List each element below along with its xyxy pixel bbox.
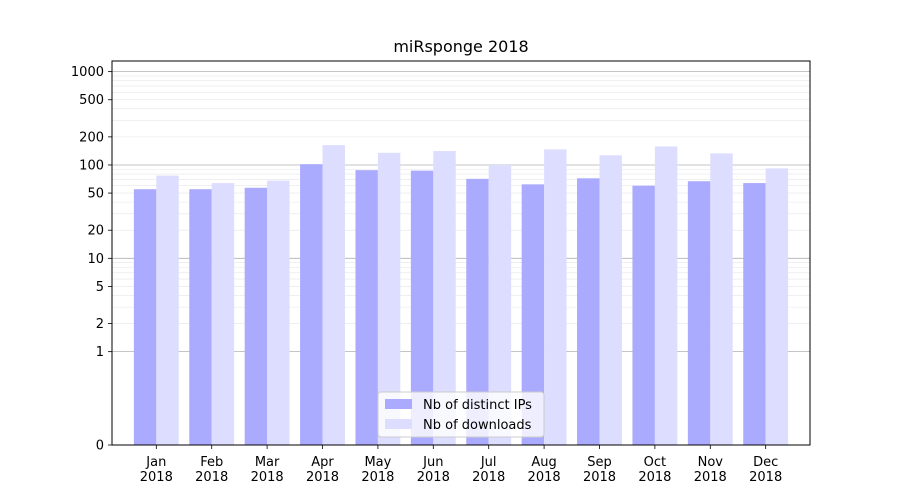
bar-downloads bbox=[156, 175, 179, 445]
bar-downloads bbox=[267, 180, 290, 445]
legend-swatch bbox=[385, 419, 412, 429]
x-tick-label: Jul 2018 bbox=[472, 455, 505, 485]
x-tick-label-line: Jan bbox=[145, 455, 166, 470]
bar-downloads bbox=[765, 168, 789, 445]
x-tick-label-line: 2018 bbox=[251, 470, 284, 485]
bar-distinct-ips bbox=[244, 187, 268, 445]
x-tick-label: Nov 2018 bbox=[694, 455, 727, 485]
x-tick-label: Dec 2018 bbox=[749, 455, 782, 485]
x-tick-label-line: May bbox=[364, 455, 391, 470]
y-tick-label: 500 bbox=[79, 93, 104, 108]
x-tick-label-line: 2018 bbox=[306, 470, 339, 485]
bar-downloads bbox=[710, 153, 733, 445]
bar-downloads bbox=[377, 152, 401, 445]
bar-downloads bbox=[488, 164, 512, 446]
x-tick-label-line: 2018 bbox=[417, 470, 450, 485]
y-tick-label: 50 bbox=[87, 187, 104, 202]
y-tick-label: 100 bbox=[79, 158, 104, 173]
x-tick-label: Apr 2018 bbox=[306, 455, 339, 485]
bar-downloads bbox=[654, 146, 678, 445]
bar-downloads bbox=[433, 151, 456, 446]
y-tick-label: 2 bbox=[96, 317, 104, 332]
bar-distinct-ips bbox=[300, 164, 323, 445]
bar-distinct-ips bbox=[521, 184, 545, 445]
y-tick-label: 1000 bbox=[71, 65, 104, 80]
x-tick-label-line: 2018 bbox=[583, 470, 616, 485]
bar-downloads bbox=[544, 149, 567, 445]
legend-box bbox=[377, 391, 545, 438]
x-tick-label-line: 2018 bbox=[140, 470, 173, 485]
x-tick-label-line: 2018 bbox=[528, 470, 561, 485]
bar-distinct-ips bbox=[466, 178, 489, 445]
x-tick-label: Oct 2018 bbox=[638, 455, 671, 485]
y-tick-label: 0 bbox=[96, 439, 104, 454]
y-tick-label: 20 bbox=[87, 224, 104, 239]
bar-distinct-ips bbox=[743, 183, 766, 446]
y-tick-label: 200 bbox=[79, 130, 104, 145]
x-tick-label-line: 2018 bbox=[694, 470, 727, 485]
legend: Nb of distinct IPs Nb of downloads bbox=[377, 391, 545, 438]
y-tick-label: 1 bbox=[96, 345, 104, 360]
x-tick-label: Jun 2018 bbox=[417, 455, 450, 485]
legend-swatch bbox=[385, 399, 412, 409]
x-tick-label-line: 2018 bbox=[361, 470, 394, 485]
bar-distinct-ips bbox=[133, 189, 157, 445]
x-tick-label-line: Dec bbox=[753, 455, 778, 470]
bar-distinct-ips bbox=[632, 185, 655, 445]
x-tick-label-line: Jun bbox=[422, 455, 443, 470]
x-tick-label: Sep 2018 bbox=[583, 455, 616, 485]
x-tick-label: Aug 2018 bbox=[528, 455, 561, 485]
legend-label: Nb of downloads bbox=[423, 418, 532, 433]
x-tick-label-line: 2018 bbox=[638, 470, 671, 485]
x-tick-label: May 2018 bbox=[361, 455, 394, 485]
bars bbox=[133, 145, 789, 446]
bar-distinct-ips bbox=[687, 181, 711, 446]
x-tick-label-line: 2018 bbox=[472, 470, 505, 485]
y-tick-label: 5 bbox=[96, 280, 104, 295]
x-tick-label-line: Aug bbox=[531, 455, 556, 470]
bar-downloads bbox=[322, 145, 345, 445]
bar-distinct-ips bbox=[355, 170, 378, 445]
x-tick-label-line: Mar bbox=[255, 455, 280, 470]
bar-distinct-ips bbox=[189, 189, 212, 445]
x-tick-label-line: Sep bbox=[587, 455, 612, 470]
y-tick-label: 10 bbox=[87, 252, 104, 267]
x-tick-label-line: 2018 bbox=[749, 470, 782, 485]
x-tick-label-line: Jul bbox=[480, 455, 497, 470]
x-tick-label: Jan 2018 bbox=[140, 455, 173, 485]
legend-label: Nb of distinct IPs bbox=[423, 398, 532, 413]
x-tick-label-line: Oct bbox=[644, 455, 666, 470]
x-tick-label-line: 2018 bbox=[195, 470, 228, 485]
x-tick-label-line: Feb bbox=[200, 455, 223, 470]
plot-frame bbox=[111, 60, 811, 446]
x-tick-label: Mar 2018 bbox=[251, 455, 284, 485]
bar-distinct-ips bbox=[577, 178, 600, 445]
x-tick-label-line: Nov bbox=[698, 455, 724, 470]
bar-distinct-ips bbox=[410, 170, 434, 445]
bar-downloads bbox=[599, 155, 622, 446]
x-tick-label-line: Apr bbox=[311, 455, 334, 470]
bar-downloads bbox=[211, 183, 235, 446]
x-tick-label: Feb 2018 bbox=[195, 455, 228, 485]
chart-title: miRsponge 2018 bbox=[393, 37, 528, 56]
